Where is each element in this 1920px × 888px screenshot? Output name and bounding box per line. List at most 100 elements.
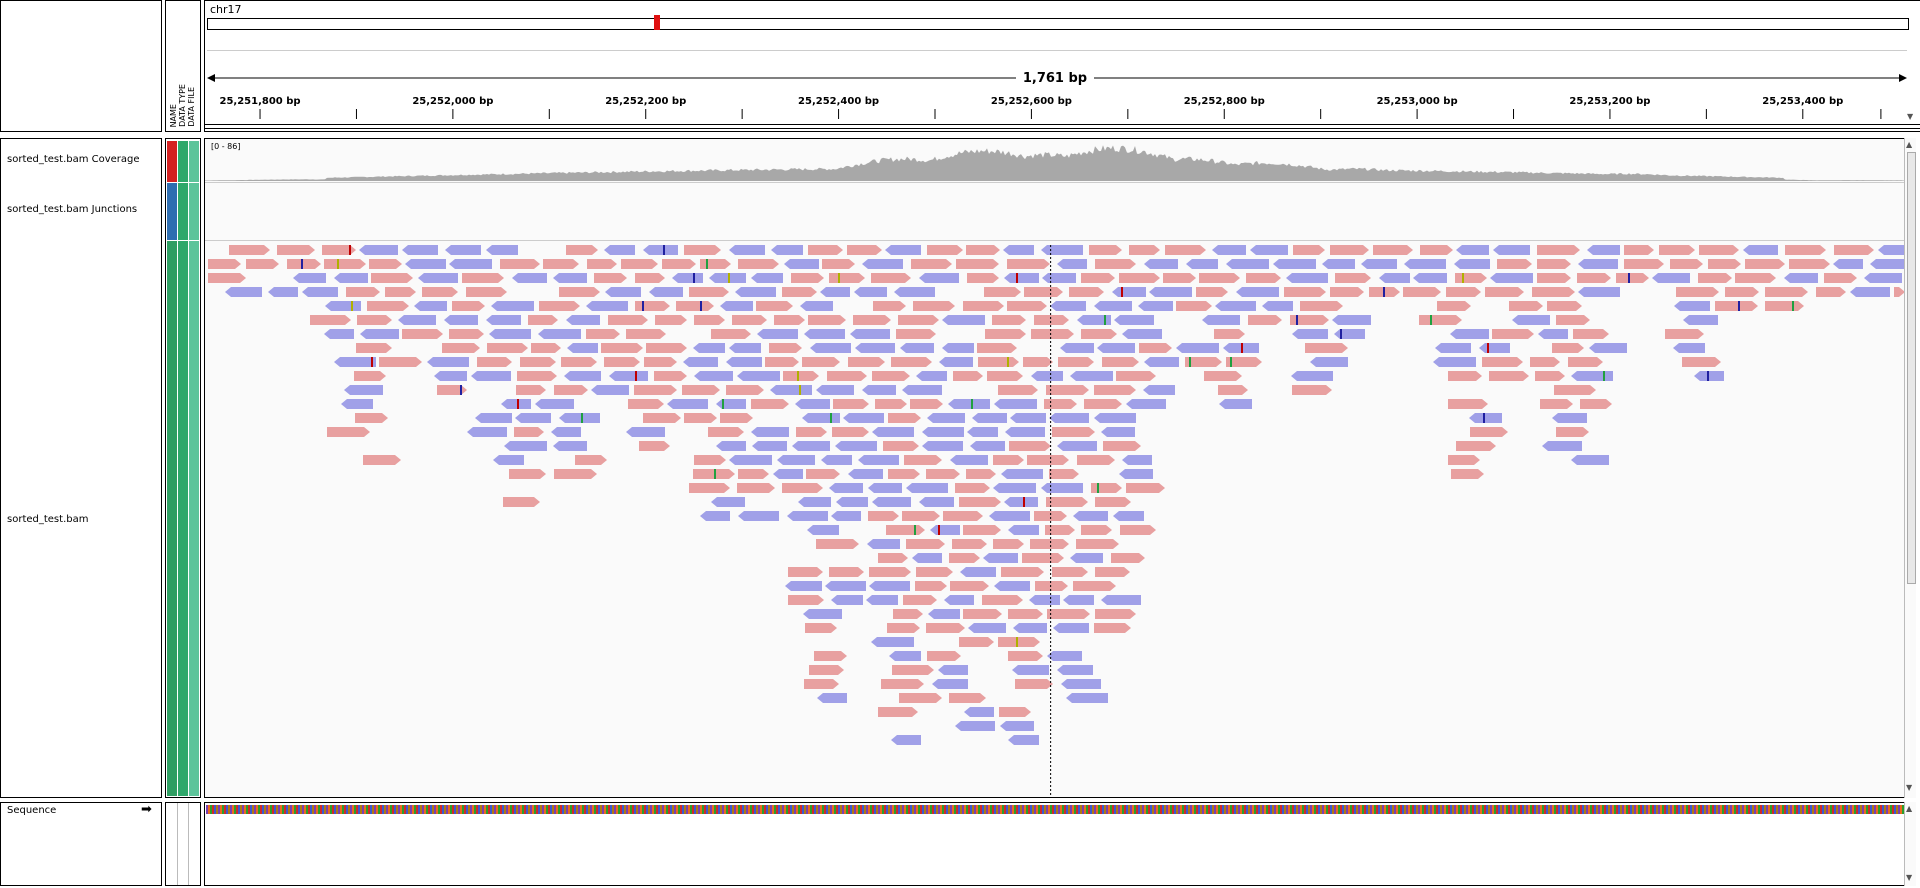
data-attribute-panel	[165, 138, 201, 798]
attr-header-data-file[interactable]: DATA FILE	[187, 87, 196, 127]
reverse-read	[515, 413, 551, 423]
feature-scroll-up-icon[interactable]: ▲	[1906, 804, 1913, 813]
attr-header-name[interactable]: NAME	[169, 103, 178, 127]
reverse-read	[1212, 245, 1246, 255]
reverse-read	[1490, 273, 1533, 283]
forward-read	[601, 343, 643, 353]
forward-read	[1015, 679, 1053, 689]
data-scroll-thumb[interactable]	[1907, 152, 1916, 584]
forward-read	[896, 329, 936, 339]
forward-read	[926, 469, 960, 479]
forward-read	[1139, 343, 1172, 353]
forward-read	[1497, 259, 1532, 269]
forward-read	[963, 609, 1002, 619]
reverse-read	[1571, 455, 1609, 465]
data-scroll-down-icon[interactable]: ▼	[1906, 783, 1913, 792]
forward-read	[1715, 301, 1758, 311]
reverse-read	[1578, 259, 1618, 269]
forward-read	[1001, 567, 1044, 577]
forward-read	[528, 315, 558, 325]
alignment-track[interactable]	[205, 139, 1904, 798]
reverse-read	[1126, 399, 1166, 409]
reverse-read	[1512, 315, 1550, 325]
mismatch-mark	[1296, 315, 1298, 325]
ruler-scroll-down-icon[interactable]: ▼	[1907, 112, 1914, 121]
reverse-read	[471, 371, 511, 381]
reverse-read	[972, 413, 1007, 423]
forward-read	[883, 441, 919, 451]
forward-read	[531, 343, 561, 353]
alignment-attr-type[interactable]	[178, 241, 188, 796]
forward-read	[788, 595, 824, 605]
forward-read	[354, 371, 386, 381]
alignment-track-name[interactable]: sorted_test.bam	[7, 514, 89, 525]
ruler[interactable]: 1,761 bp 25,251,800 bp 25,252,000 bp 25,252…	[205, 1, 1920, 133]
forward-read	[1120, 525, 1156, 535]
reverse-read	[1053, 623, 1089, 633]
forward-read	[869, 567, 911, 577]
mismatch-mark	[581, 413, 583, 423]
forward-read	[827, 371, 867, 381]
sequence-track-name[interactable]: Sequence	[7, 805, 57, 816]
forward-read	[594, 273, 627, 283]
coverage-attr-type[interactable]	[178, 141, 188, 182]
forward-read	[871, 273, 911, 283]
junctions-track-name[interactable]: sorted_test.bam Junctions	[7, 204, 138, 215]
chromosome-ideogram[interactable]	[207, 18, 1909, 30]
forward-read	[1448, 371, 1482, 381]
junctions-attr-type[interactable]	[178, 183, 188, 240]
reverse-read	[444, 315, 478, 325]
attr-header-data-type[interactable]: DATA TYPE	[178, 84, 187, 127]
forward-read	[1373, 245, 1413, 255]
current-region-marker[interactable]	[654, 15, 660, 30]
forward-read	[543, 259, 579, 269]
coverage-track[interactable]	[205, 139, 1904, 183]
forward-read	[402, 329, 443, 339]
forward-read	[751, 399, 789, 409]
reverse-read	[1094, 301, 1132, 311]
forward-read	[1419, 315, 1462, 325]
feature-scroll-down-icon[interactable]: ▼	[1906, 873, 1913, 882]
forward-read	[955, 483, 990, 493]
reverse-read	[398, 315, 436, 325]
reverse-read	[402, 245, 438, 255]
data-scrollbar[interactable]: ▲ ▼	[1904, 138, 1916, 798]
ruler-scrollbar[interactable]: ▼	[1906, 1, 1918, 128]
forward-read	[805, 623, 837, 633]
feature-scrollbar[interactable]: ▲ ▼	[1904, 802, 1916, 886]
forward-read	[422, 287, 458, 297]
reverse-read	[1008, 525, 1039, 535]
forward-read	[1489, 371, 1529, 381]
right-arrow-icon[interactable]: ➡	[141, 802, 152, 817]
reverse-read	[1061, 679, 1101, 689]
forward-read	[892, 665, 934, 675]
junctions-attr-name[interactable]	[167, 183, 177, 240]
reverse-read	[1057, 665, 1093, 675]
forward-read	[806, 469, 840, 479]
alignment-attr-file[interactable]	[189, 241, 199, 796]
coverage-area	[205, 145, 1904, 181]
forward-read	[1448, 399, 1488, 409]
forward-read	[1046, 385, 1089, 395]
coverage-track-name[interactable]: sorted_test.bam Coverage	[7, 154, 140, 165]
forward-read	[559, 287, 600, 297]
forward-read	[539, 301, 580, 311]
ruler-tick-label: 25,252,800 bp	[1184, 96, 1265, 107]
alignment-attr-name[interactable]	[167, 241, 177, 796]
reverse-read	[960, 567, 996, 577]
reverse-read	[1454, 259, 1490, 269]
forward-read	[1537, 245, 1580, 255]
forward-read	[1492, 329, 1534, 339]
data-scroll-up-icon[interactable]: ▲	[1906, 140, 1913, 149]
coverage-attr-name[interactable]	[167, 141, 177, 182]
reverse-read	[1077, 315, 1111, 325]
reverse-read	[486, 315, 521, 325]
reverse-read	[694, 371, 733, 381]
reverse-read	[787, 511, 828, 521]
reverse-read	[553, 273, 587, 283]
forward-read	[1076, 539, 1119, 549]
forward-read	[808, 245, 843, 255]
coverage-attr-file[interactable]	[189, 141, 199, 182]
junctions-attr-file[interactable]	[189, 183, 199, 240]
sequence-track[interactable]	[206, 805, 1904, 814]
